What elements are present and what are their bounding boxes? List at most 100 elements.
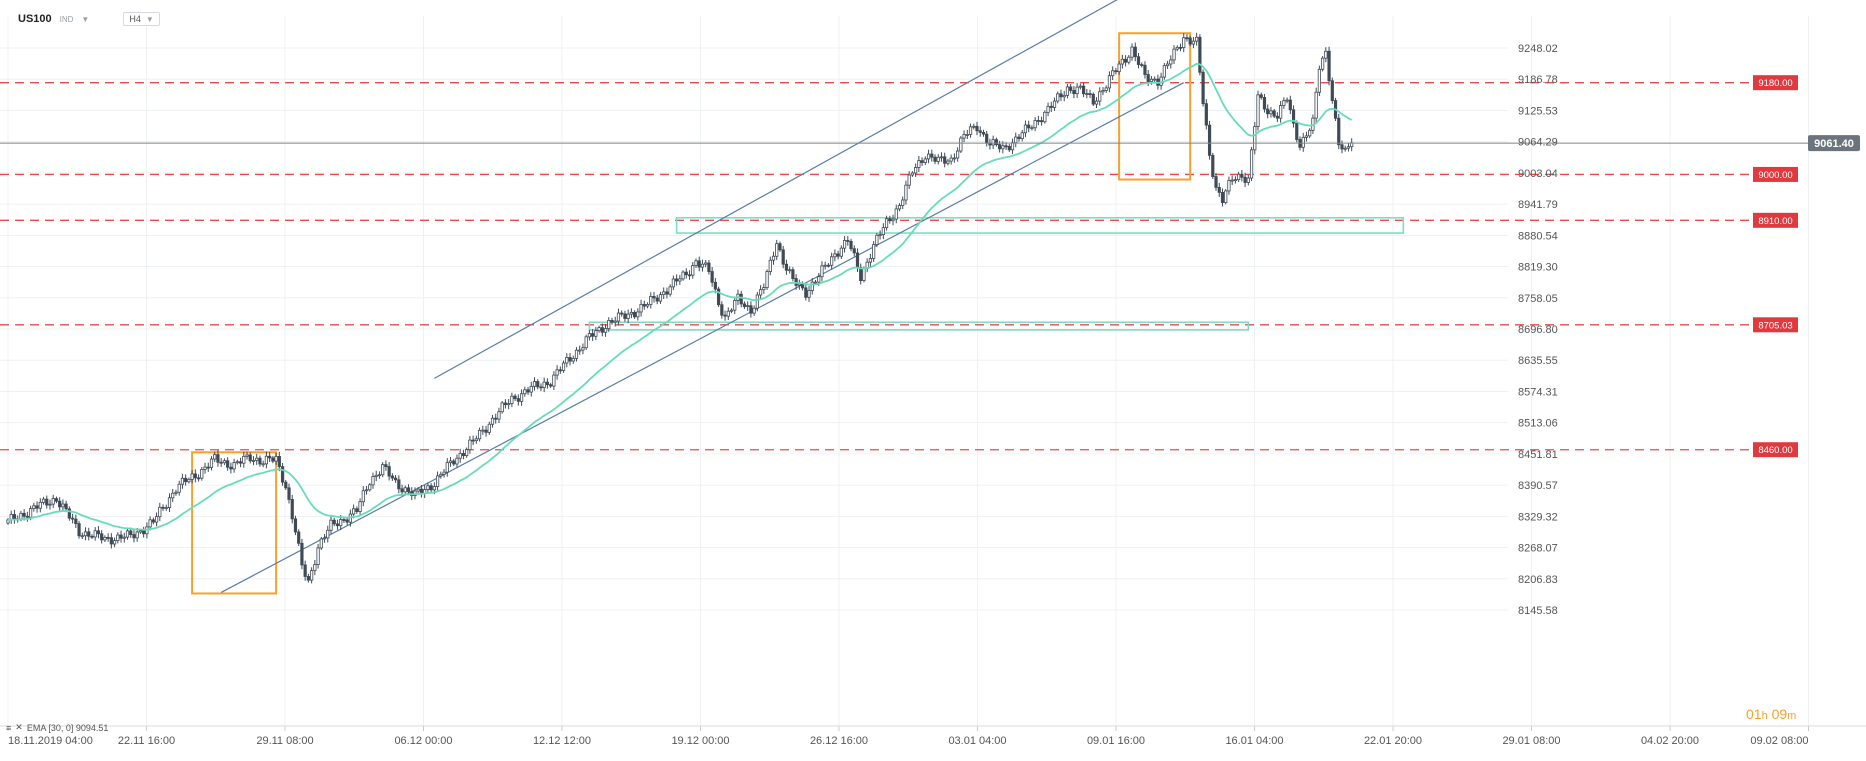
candle-body xyxy=(1020,132,1024,140)
candle-body xyxy=(684,271,688,276)
market-label[interactable]: IND xyxy=(59,14,74,24)
candle-body xyxy=(1340,144,1344,150)
price-tick-label: 8329.32 xyxy=(1518,511,1558,523)
candle-body xyxy=(332,519,336,525)
chevron-down-icon[interactable]: ▼ xyxy=(81,14,90,24)
timeframe-value: H4 xyxy=(129,14,141,24)
candle-body xyxy=(855,252,860,268)
candle-body xyxy=(67,508,71,519)
close-icon[interactable]: ✕ xyxy=(15,722,23,732)
candle-body xyxy=(1256,94,1260,127)
candle-body xyxy=(1175,46,1179,50)
candle-body xyxy=(707,262,711,272)
candle-body xyxy=(154,516,159,523)
candle-body xyxy=(771,255,776,261)
candle-body xyxy=(494,417,498,420)
candle-body xyxy=(681,271,685,280)
price-tick-label: 9248.02 xyxy=(1518,43,1558,55)
level-badge xyxy=(1753,212,1798,228)
timer-h-unit: h xyxy=(1761,710,1768,722)
candle-body xyxy=(1191,40,1196,45)
time-tick-label: 16.01 04:00 xyxy=(1225,735,1283,747)
candle-body xyxy=(1178,46,1183,49)
candle-body xyxy=(910,172,915,176)
candle-body xyxy=(623,313,627,319)
candle-body xyxy=(1291,109,1296,124)
candle-body xyxy=(25,515,29,518)
candle-body xyxy=(668,286,672,295)
candle-body xyxy=(717,288,721,306)
symbol-label[interactable]: US100 xyxy=(18,13,52,25)
candle-body xyxy=(1101,90,1105,93)
price-tick-label: 8513.06 xyxy=(1518,418,1558,430)
price-tick-label: 8880.54 xyxy=(1518,230,1558,242)
candle-body xyxy=(112,540,117,545)
candle-body xyxy=(1266,108,1270,115)
candle-body xyxy=(804,287,808,298)
candle-body xyxy=(920,160,924,163)
price-tick-label: 8819.30 xyxy=(1518,262,1558,274)
candle-body xyxy=(746,305,750,308)
highlight-box xyxy=(191,451,278,595)
candle-body xyxy=(1062,94,1066,98)
candle-body xyxy=(872,244,876,259)
time-axis[interactable]: 18.11.2019 04:00 22.11 16:00 29.11 08:00 06… xyxy=(0,725,1866,747)
candle-body xyxy=(100,533,104,541)
candle-body xyxy=(607,320,611,330)
candle-body xyxy=(852,248,856,254)
candle-body xyxy=(1285,99,1289,102)
candle-body xyxy=(1262,97,1267,110)
candle-body xyxy=(339,519,343,527)
candle-body xyxy=(61,503,65,508)
candle-body xyxy=(116,534,120,542)
candle-body xyxy=(151,519,155,523)
candle-body xyxy=(1046,105,1050,113)
candle-body xyxy=(833,253,837,258)
candle-body xyxy=(222,460,227,464)
candle-body xyxy=(1308,129,1312,137)
candle-body xyxy=(361,490,365,503)
price-axis[interactable]: 9248.02 9186.78 9125.53 9064.29 9003.04 8941.… xyxy=(1518,43,1558,617)
candle-body xyxy=(658,294,663,302)
candle-body xyxy=(1085,93,1089,95)
candle-body xyxy=(878,234,882,237)
candle-body xyxy=(255,457,259,461)
candle-body xyxy=(952,157,956,160)
candle-body xyxy=(1001,145,1005,150)
candle-body xyxy=(32,505,36,510)
indicator-legend[interactable]: ≡ ✕ EMA [30, 0] 9094.51 xyxy=(6,722,108,733)
timeframe-select[interactable]: H4 ▼ xyxy=(123,12,160,26)
price-tick-label: 8696.80 xyxy=(1518,324,1558,336)
candle-body xyxy=(1214,176,1218,188)
time-tick-label: 04.02 20:00 xyxy=(1641,735,1699,747)
channel-line xyxy=(220,82,1185,593)
candle-body xyxy=(209,458,214,468)
price-tick-label: 9003.04 xyxy=(1518,168,1558,180)
candle-body xyxy=(603,328,608,333)
indicator-settings-icon[interactable]: ≡ xyxy=(6,722,12,733)
candle-body xyxy=(1146,74,1150,82)
candle-body xyxy=(364,489,369,492)
candle-body xyxy=(1023,124,1028,134)
candle-body xyxy=(788,269,792,272)
level-badge-label: 8460.00 xyxy=(1758,445,1792,456)
candle-body xyxy=(455,457,459,465)
candle-body xyxy=(849,240,853,250)
candle-body xyxy=(581,347,585,351)
candle-body xyxy=(720,304,724,316)
candle-body xyxy=(1198,36,1202,73)
price-tick-label: 8206.83 xyxy=(1518,574,1558,586)
candle-body xyxy=(552,374,556,387)
candle-body xyxy=(914,167,918,174)
candle-body xyxy=(594,330,598,337)
highlight-box xyxy=(1118,32,1192,181)
grid xyxy=(0,16,1809,726)
candle-body xyxy=(125,530,130,538)
candle-body xyxy=(697,260,701,268)
candle-body xyxy=(238,461,243,464)
candle-body xyxy=(48,503,52,506)
candle-body xyxy=(791,269,795,279)
candle-body xyxy=(90,535,94,538)
